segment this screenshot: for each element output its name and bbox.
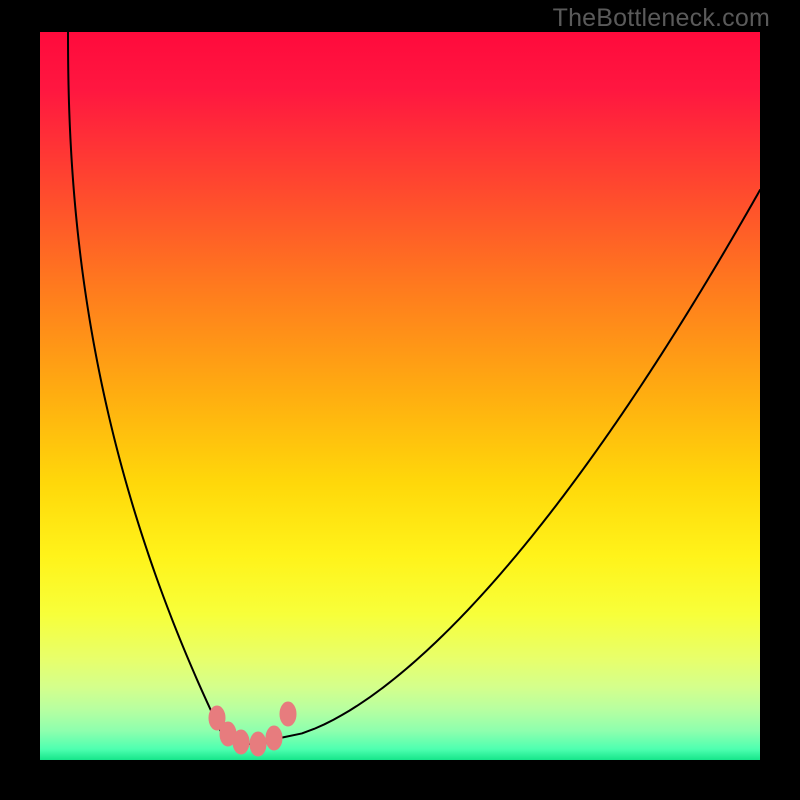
valley-marker: [233, 730, 249, 754]
plot-area: [40, 32, 760, 760]
valley-marker: [250, 732, 266, 756]
valley-marker: [280, 702, 296, 726]
valley-marker: [266, 726, 282, 750]
gradient-plot-svg: [40, 32, 760, 760]
gradient-background: [40, 32, 760, 760]
watermark-text: TheBottleneck.com: [553, 4, 770, 33]
